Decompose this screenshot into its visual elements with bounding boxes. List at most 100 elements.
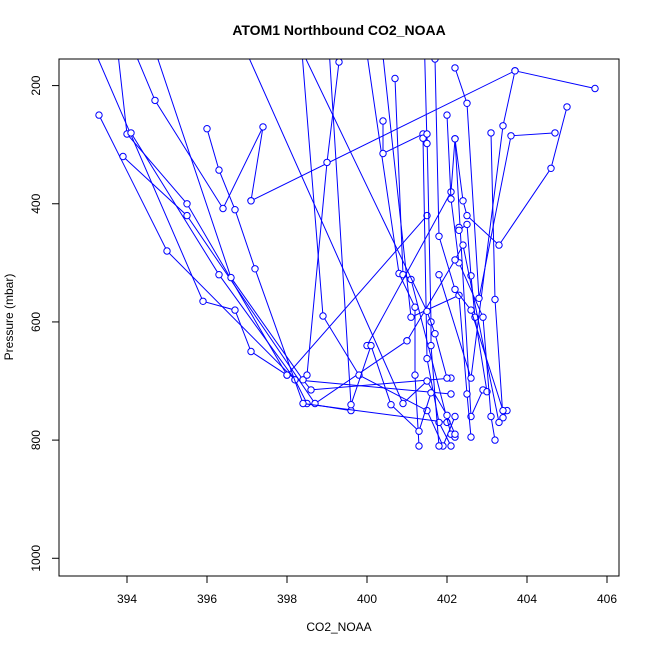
data-point — [499, 414, 507, 422]
data-point — [491, 295, 499, 304]
data-point — [319, 312, 327, 320]
data-point — [443, 111, 451, 119]
data-point — [323, 158, 331, 167]
data-point — [499, 122, 507, 130]
data-point — [443, 374, 451, 382]
data-point — [227, 273, 235, 282]
data-point — [399, 399, 407, 408]
data-point — [423, 130, 431, 138]
data-point — [479, 313, 487, 321]
series-18 — [487, 129, 511, 422]
data-point — [447, 390, 455, 398]
data-point — [119, 152, 127, 161]
data-point — [299, 376, 307, 384]
series-layer — [95, 59, 599, 450]
data-point — [459, 241, 467, 249]
data-point — [403, 337, 411, 345]
y-tick-label: 200 — [29, 75, 43, 95]
data-point — [467, 433, 475, 441]
data-point — [563, 103, 571, 111]
series-line — [305, 59, 448, 379]
series-line — [329, 59, 432, 433]
data-point — [411, 371, 419, 379]
data-point — [219, 204, 227, 213]
x-tick-label: 404 — [517, 592, 537, 606]
series-25 — [305, 59, 451, 382]
series-line — [424, 59, 440, 447]
data-point — [387, 401, 395, 409]
series-line — [446, 115, 496, 441]
data-point — [491, 436, 499, 444]
data-point — [487, 129, 495, 137]
data-point — [451, 64, 459, 72]
data-point — [495, 418, 503, 427]
series-4 — [127, 129, 455, 398]
data-point — [95, 111, 103, 119]
data-point — [299, 399, 307, 408]
data-point — [507, 132, 515, 140]
data-point — [247, 197, 255, 205]
y-tick-label: 800 — [29, 430, 43, 450]
data-point — [547, 164, 555, 173]
x-tick-label: 400 — [357, 592, 377, 606]
y-axis: 200 400 600 800 1000 — [29, 75, 60, 572]
data-point — [183, 211, 191, 220]
data-point — [431, 59, 439, 63]
data-point — [307, 386, 315, 394]
data-point — [463, 99, 471, 108]
data-point — [251, 265, 259, 273]
data-point — [283, 371, 291, 379]
series-19 — [451, 103, 571, 249]
data-point — [451, 135, 459, 143]
data-point — [427, 341, 435, 350]
data-point — [451, 430, 459, 438]
data-point — [435, 232, 443, 241]
x-tick-label: 396 — [197, 592, 217, 606]
series-line — [490, 132, 508, 420]
data-point — [259, 123, 267, 131]
x-axis-label: CO2_NOAA — [306, 620, 371, 634]
data-point — [203, 125, 211, 133]
data-point — [423, 377, 431, 385]
data-point — [427, 389, 435, 397]
series-24 — [431, 59, 507, 415]
series-20 — [435, 67, 599, 382]
x-tick-label: 406 — [597, 592, 617, 606]
chart-title: ATOM1 Northbound CO2_NOAA — [232, 22, 445, 38]
data-point — [407, 313, 415, 321]
data-point — [163, 247, 171, 255]
data-point — [127, 129, 135, 137]
data-point — [487, 412, 495, 421]
x-axis: 394 396 398 400 402 404 406 — [117, 575, 617, 606]
data-point — [447, 195, 455, 203]
data-point — [379, 117, 387, 125]
series-28 — [451, 64, 559, 302]
data-point — [443, 411, 451, 419]
data-point — [303, 371, 311, 379]
y-axis-label: Pressure (mbar) — [2, 274, 16, 361]
y-tick-label: 400 — [29, 193, 43, 213]
data-point — [459, 197, 467, 205]
series-line — [97, 59, 428, 376]
data-point — [423, 307, 431, 315]
data-point — [463, 211, 471, 220]
series-8 — [203, 125, 451, 427]
data-point — [451, 256, 459, 264]
data-point — [391, 74, 399, 83]
data-point — [347, 401, 355, 409]
data-point — [463, 220, 471, 229]
data-point — [151, 96, 159, 105]
data-point — [231, 306, 239, 314]
series-23 — [403, 241, 503, 427]
data-point — [451, 412, 459, 421]
series-line — [406, 243, 500, 423]
series-16 — [423, 59, 443, 450]
data-point — [431, 330, 439, 338]
x-tick-label: 394 — [117, 592, 137, 606]
data-point — [183, 200, 191, 208]
data-point — [423, 139, 431, 148]
data-point — [423, 354, 431, 363]
x-tick-label: 402 — [437, 592, 457, 606]
